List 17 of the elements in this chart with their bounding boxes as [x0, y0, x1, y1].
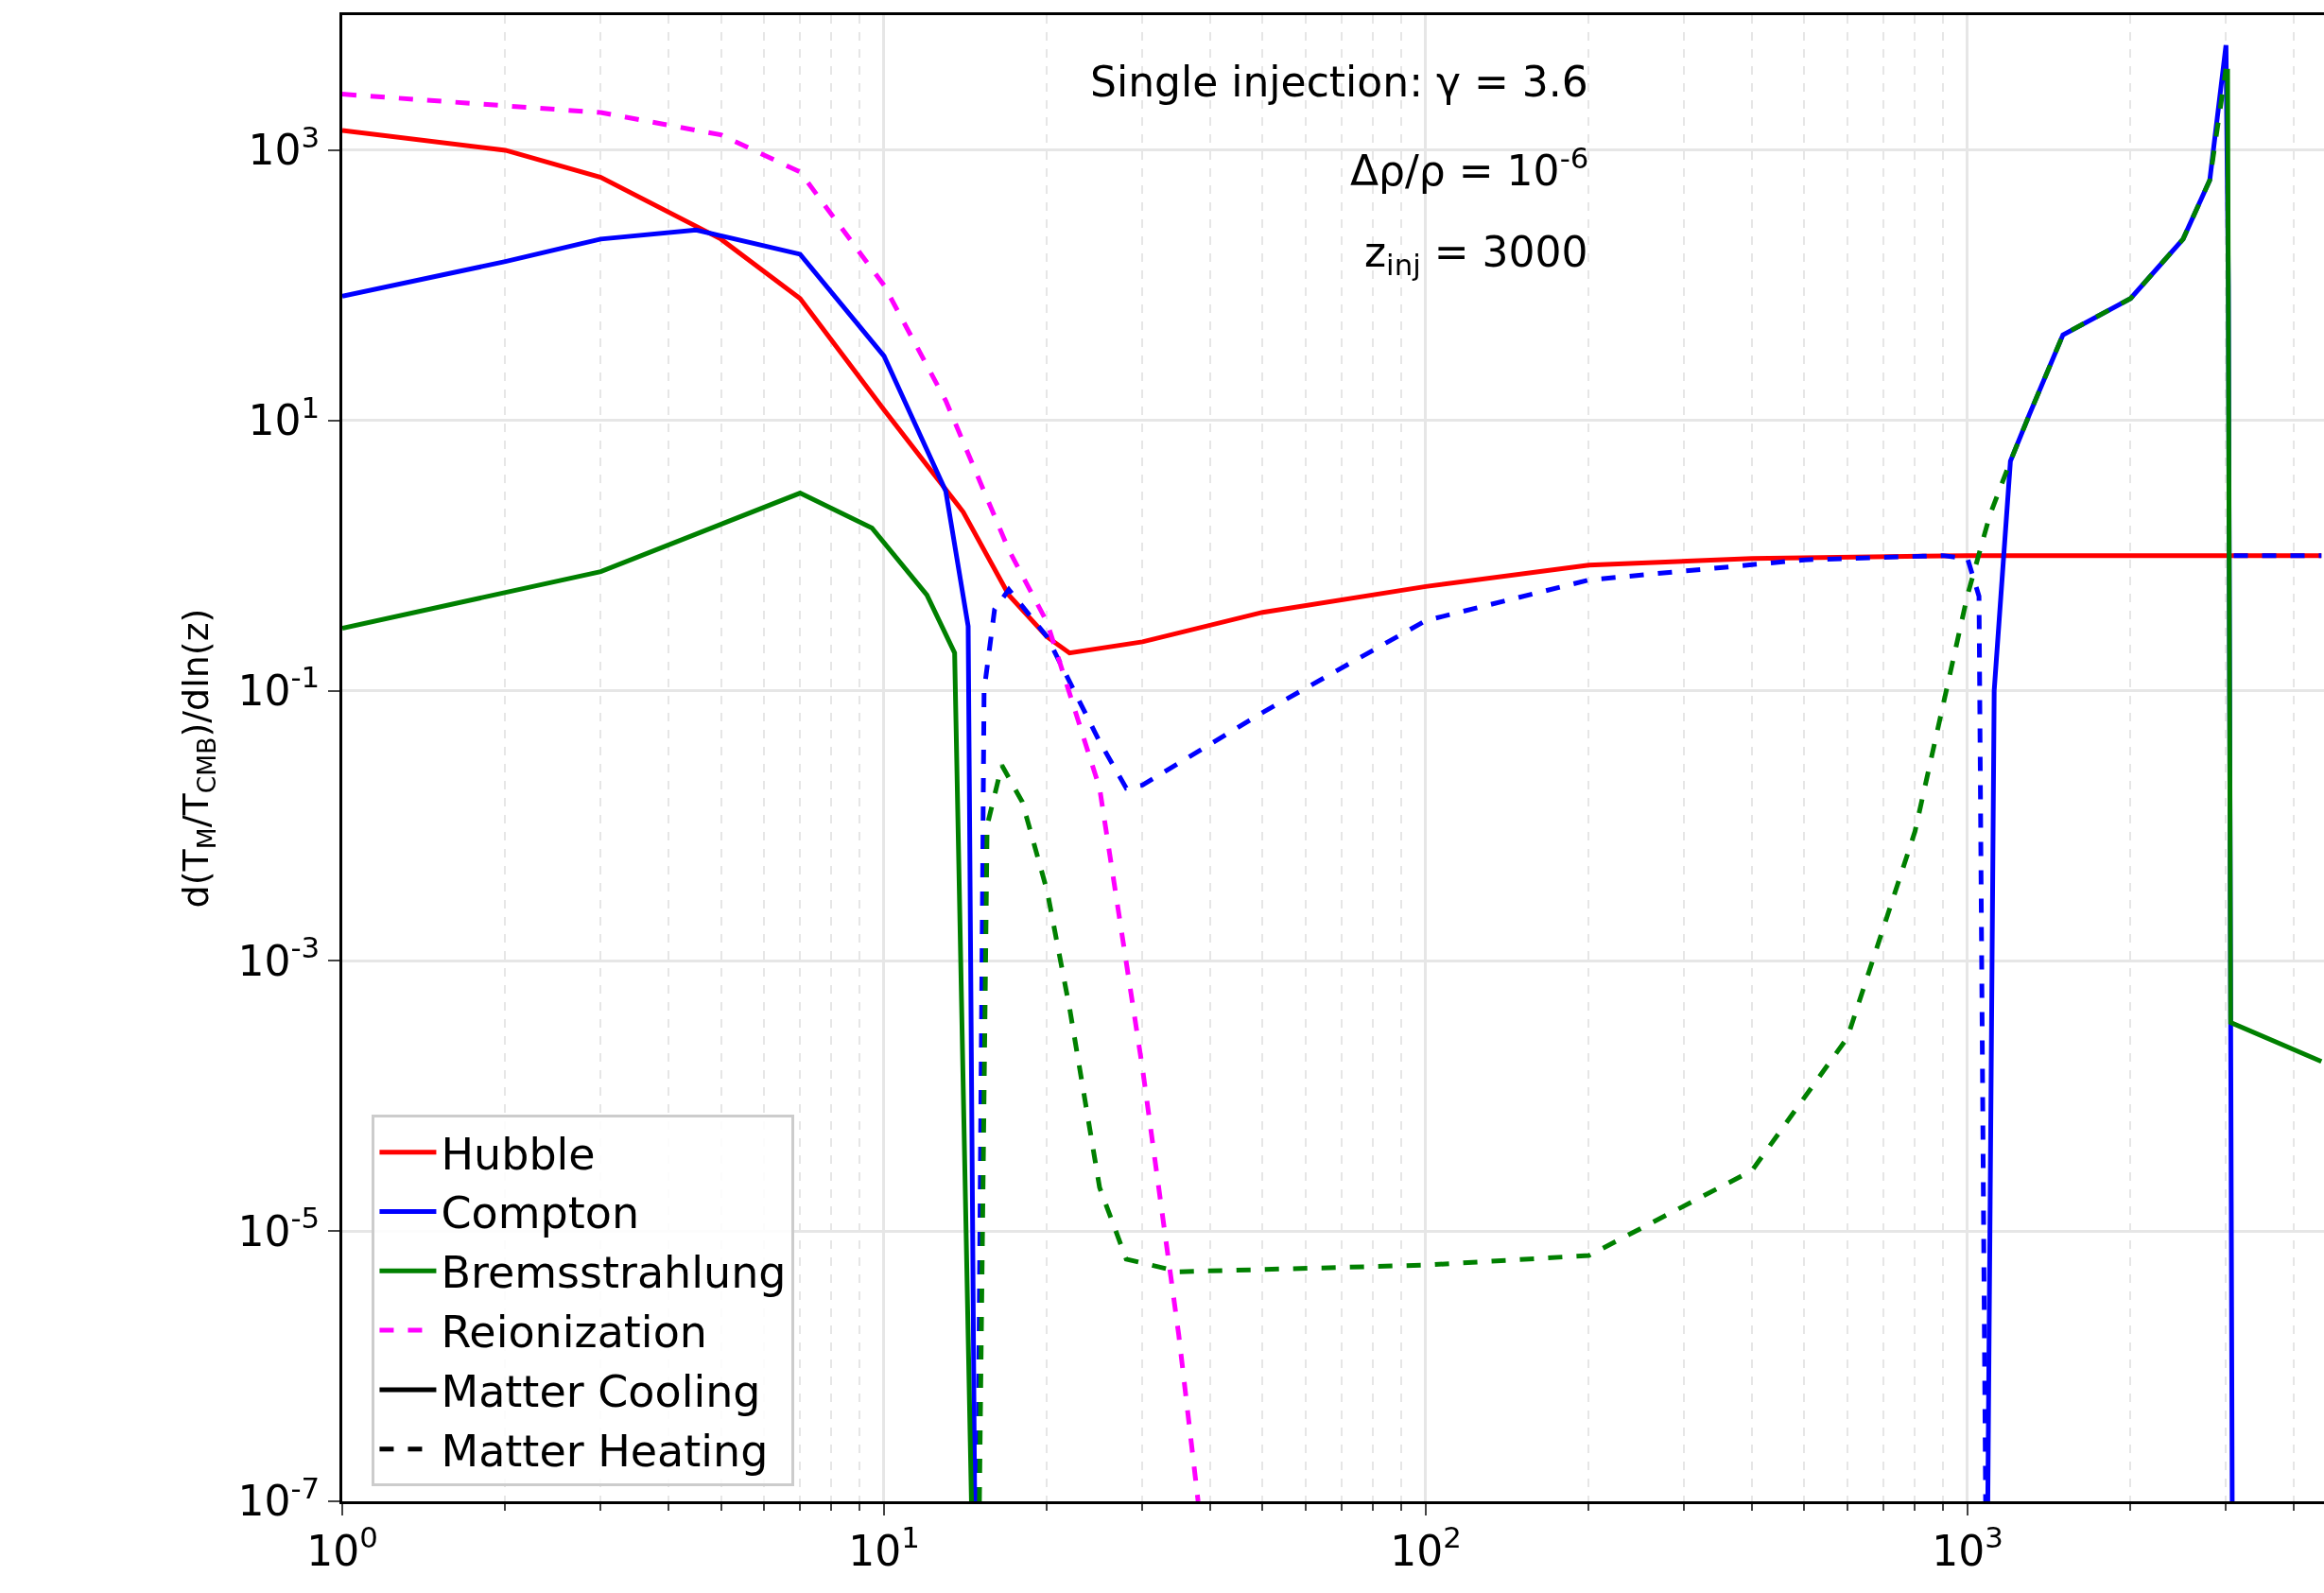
y-tick-label: 10$^{-5}$ — [237, 1201, 321, 1255]
legend-label: Compton — [441, 1187, 640, 1239]
annotation: Single injection: γ = 3.6 — [1090, 58, 1588, 106]
x-tick-label: 10$^{2}$ — [1390, 1520, 1462, 1575]
annotation: z$_{inj}$ = 3000 — [1364, 228, 1588, 283]
legend-label: Hubble — [441, 1128, 596, 1180]
legend-label: Bremsstrahlung — [441, 1247, 787, 1299]
legend-label: Matter Cooling — [441, 1365, 761, 1417]
y-tick-label: 10$^{-3}$ — [237, 930, 321, 985]
y-tick-label: 10$^{3}$ — [248, 119, 321, 175]
y-tick-label: 10$^{-1}$ — [237, 660, 321, 715]
x-tick-label: 10$^{3}$ — [1932, 1520, 2003, 1575]
x-tick-label: 10$^{1}$ — [848, 1520, 920, 1575]
y-tick-label: 10$^{1}$ — [248, 390, 321, 445]
annotation: Δρ/ρ = 10$^{-6}$ — [1350, 141, 1589, 196]
legend-label: Matter Heating — [441, 1425, 769, 1477]
legend-label: Reionization — [441, 1307, 707, 1359]
